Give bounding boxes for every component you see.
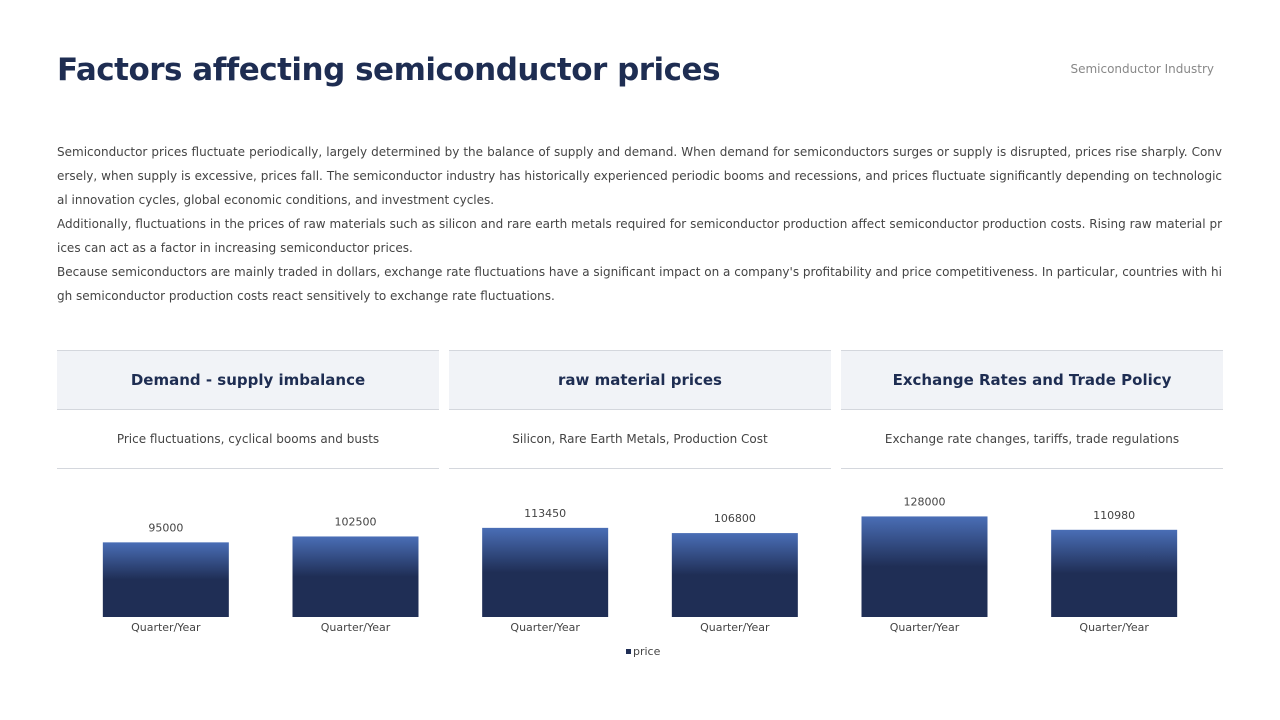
bar	[1051, 529, 1178, 617]
legend-label: price	[633, 645, 661, 658]
bar	[671, 533, 798, 617]
page-title: Factors affecting semiconductor prices	[57, 52, 721, 88]
bar	[861, 516, 988, 617]
value-label: 95000	[148, 521, 183, 534]
paragraph: Because semiconductors are mainly traded…	[57, 265, 1222, 303]
x-tick-label: Quarter/Year	[890, 621, 960, 634]
bar	[482, 527, 609, 617]
x-tick-label: Quarter/Year	[321, 621, 391, 634]
card: raw material prices Silicon, Rare Earth …	[449, 350, 831, 469]
value-label: 102500	[335, 515, 377, 528]
value-label: 128000	[904, 495, 946, 508]
value-label: 106800	[714, 512, 756, 525]
value-label: 113450	[524, 507, 566, 520]
paragraph: Additionally, fluctuations in the prices…	[57, 217, 1222, 255]
card-subtitle: Silicon, Rare Earth Metals, Production C…	[449, 410, 831, 469]
body-text: Semiconductor prices fluctuate periodica…	[57, 140, 1222, 308]
x-tick-label: Quarter/Year	[1079, 621, 1149, 634]
card-title: Exchange Rates and Trade Policy	[841, 350, 1223, 410]
value-label: 110980	[1093, 509, 1135, 522]
card-title: raw material prices	[449, 350, 831, 410]
x-tick-label: Quarter/Year	[131, 621, 201, 634]
card-title: Demand - supply imbalance	[57, 350, 439, 410]
card-subtitle: Exchange rate changes, tariffs, trade re…	[841, 410, 1223, 469]
x-tick-label: Quarter/Year	[510, 621, 580, 634]
bar	[292, 536, 419, 617]
bar	[102, 542, 229, 617]
paragraph: Semiconductor prices fluctuate periodica…	[57, 145, 1222, 207]
card-subtitle: Price fluctuations, cyclical booms and b…	[57, 410, 439, 469]
card: Demand - supply imbalance Price fluctuat…	[57, 350, 439, 469]
legend-swatch	[626, 649, 631, 654]
section-tag: Semiconductor Industry	[1070, 62, 1214, 76]
x-tick-label: Quarter/Year	[700, 621, 770, 634]
card: Exchange Rates and Trade Policy Exchange…	[841, 350, 1223, 469]
